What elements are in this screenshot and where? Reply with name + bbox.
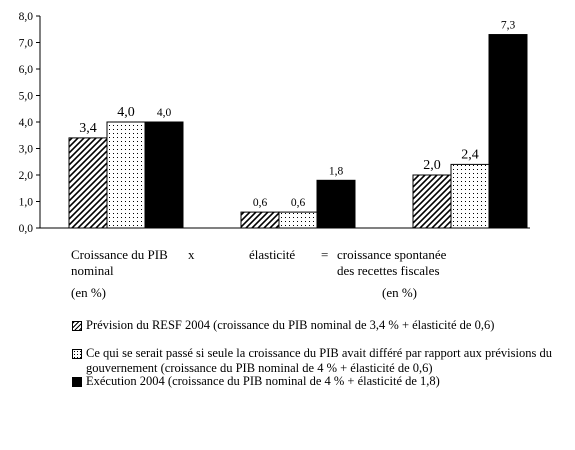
bar-dots-3 [450, 163, 490, 229]
bar-dots-2 [278, 211, 318, 229]
unit-label-right: (en %) [382, 285, 418, 300]
bar-chart: 0,0 1,0 2,0 3,0 4,0 5,0 6,0 7,0 8,0 3,4 4,0 4,0 0,6… [19, 11, 530, 235]
legend-label-forecast: Prévision du RESF 2004 (croissance du PI… [86, 318, 495, 332]
y-tick-label: 6,0 [19, 64, 34, 76]
data-label: 4,0 [117, 105, 135, 120]
category-label-gdp-line2: nominal [71, 263, 114, 278]
legend-label-execution: Exécution 2004 (croissance du PIB nomina… [86, 374, 440, 388]
y-tick-label: 3,0 [19, 144, 34, 156]
legend-swatch-dots [72, 349, 82, 359]
y-tick-label: 7,0 [19, 38, 34, 50]
category-label-revenue-line1: croissance spontanée [337, 247, 447, 262]
y-tick-label: 2,0 [19, 170, 34, 182]
bar-dots-1 [106, 121, 146, 229]
legend-label-counterfactual: Ce qui se serait passé si seule la crois… [86, 346, 552, 375]
data-label: 3,4 [79, 121, 97, 136]
legend-swatch-hatch [72, 321, 82, 331]
data-label: 2,0 [423, 158, 441, 173]
unit-label-left: (en %) [71, 285, 107, 300]
legend-item-execution: Exécution 2004 (croissance du PIB nomina… [72, 374, 562, 390]
y-tick-label: 4,0 [19, 117, 34, 129]
bars: 3,4 4,0 4,0 0,6 0,6 1,8 2,0 2,4 7,3 [68, 20, 528, 229]
y-tick-label: 0,0 [19, 223, 34, 235]
legend-item-counterfactual: Ce qui se serait passé si seule la crois… [72, 346, 562, 376]
bar-hatch-1 [68, 137, 108, 229]
data-label: 0,6 [253, 197, 268, 209]
y-tick-label: 8,0 [19, 11, 34, 23]
legend-item-forecast: Prévision du RESF 2004 (croissance du PI… [72, 318, 562, 334]
bar-solid-2 [316, 179, 356, 229]
data-label: 0,6 [291, 197, 306, 209]
equals-operator: = [321, 247, 329, 262]
bar-hatch-3 [412, 174, 452, 229]
legend-swatch-solid [72, 377, 82, 387]
times-operator: x [188, 247, 195, 262]
bar-solid-3 [488, 34, 528, 229]
y-tick-label: 5,0 [19, 91, 34, 103]
category-label-revenue-line2: des recettes fiscales [337, 263, 440, 278]
data-label: 7,3 [501, 20, 516, 32]
data-label: 2,4 [461, 147, 479, 162]
bar-hatch-2 [240, 211, 280, 229]
data-label: 1,8 [329, 165, 344, 177]
bar-solid-1 [144, 121, 184, 229]
y-tick-label: 1,0 [19, 197, 34, 209]
category-label-gdp-line1: Croissance du PIB [71, 247, 168, 262]
category-label-elasticity: élasticité [249, 247, 296, 262]
data-label: 4,0 [157, 107, 172, 119]
